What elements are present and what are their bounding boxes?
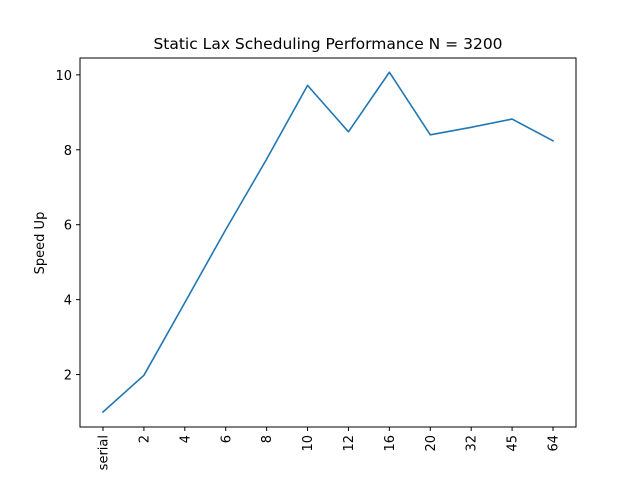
x-tick-label: 45 — [506, 435, 521, 452]
y-tick-label: 10 — [55, 69, 72, 84]
y-axis-label: Speed Up — [33, 212, 48, 275]
x-tick-label: 64 — [547, 435, 562, 452]
x-tick-label: 16 — [383, 435, 398, 452]
plot-area: 2 4 6 8 10 serial 2 4 6 8 10 12 16 20 32 45 64 — [55, 69, 561, 470]
x-tick-label: 10 — [301, 435, 316, 452]
y-tick-label: 6 — [64, 219, 72, 234]
x-tick-label: serial — [97, 435, 112, 470]
plot-frame — [79, 57, 577, 428]
x-tick-label: 32 — [465, 435, 480, 452]
y-tick-label: 2 — [64, 369, 72, 384]
series-line — [101, 71, 555, 414]
y-tick-label: 8 — [64, 144, 72, 159]
y-tick-label: 4 — [64, 294, 72, 309]
x-tick-label: 20 — [424, 435, 439, 452]
x-tick-label: 2 — [137, 435, 152, 443]
x-tick-label: 8 — [260, 435, 275, 443]
x-tick-label: 12 — [342, 435, 357, 452]
x-tick-label: 4 — [178, 435, 193, 443]
chart-title: Static Lax Scheduling Performance N = 32… — [153, 35, 502, 53]
x-tick-label: 6 — [219, 435, 234, 443]
